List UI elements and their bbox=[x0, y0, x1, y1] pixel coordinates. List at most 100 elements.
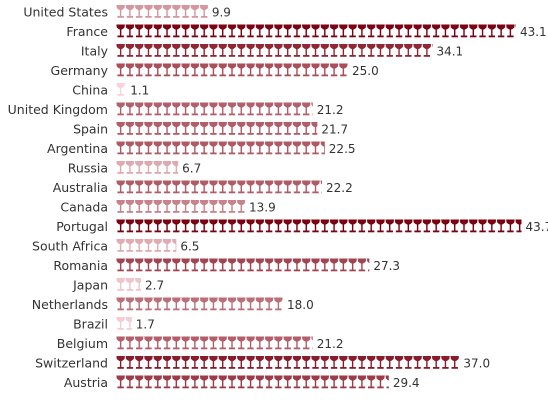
wine-glass-icon bbox=[190, 122, 200, 135]
value-label: 6.5 bbox=[180, 240, 199, 254]
wine-glass-icon bbox=[172, 375, 181, 389]
wine-glass-icon bbox=[199, 375, 209, 389]
bar bbox=[116, 258, 370, 272]
wine-glass-icon bbox=[255, 141, 265, 155]
wine-glass-icon bbox=[190, 375, 200, 389]
wine-glass-icon bbox=[116, 83, 125, 96]
wine-glass-icon bbox=[116, 317, 125, 330]
wine-glass-icon bbox=[264, 24, 274, 38]
wine-glass-icon bbox=[348, 44, 357, 57]
wine-glass-icon bbox=[218, 180, 227, 194]
wine-glass-icon bbox=[255, 180, 265, 194]
wine-glass-icon bbox=[134, 375, 144, 389]
wine-glass-icon bbox=[311, 44, 320, 57]
wine-glass-icon bbox=[199, 102, 209, 116]
wine-glass-icon bbox=[301, 180, 311, 194]
wine-glass-icon bbox=[246, 63, 255, 77]
category-label: Argentina bbox=[47, 141, 108, 156]
wine-glass-icon bbox=[311, 122, 318, 135]
wine-glass-icon bbox=[116, 200, 125, 213]
wine-glass-icon bbox=[264, 336, 274, 350]
bar-row: Argentina 22.5 bbox=[47, 141, 356, 156]
wine-glass-icon bbox=[264, 180, 274, 194]
wine-glass-icon bbox=[264, 122, 274, 135]
wine-glass-icon bbox=[134, 200, 144, 213]
bar-row: Japan 2.7 bbox=[72, 278, 164, 293]
wine-glass-icon bbox=[181, 180, 190, 194]
wine-glass-icon bbox=[366, 258, 370, 272]
bar-row: Belgium 21.2 bbox=[57, 336, 344, 351]
wine-glass-icon bbox=[274, 219, 283, 233]
wine-glass-icon bbox=[162, 180, 172, 194]
wine-glass-icon bbox=[413, 24, 422, 38]
bar bbox=[116, 180, 323, 194]
wine-glass-icon bbox=[301, 63, 311, 77]
wine-glass-icon bbox=[339, 356, 348, 369]
wine-glass-icon bbox=[237, 44, 246, 57]
wine-glass-icon bbox=[311, 180, 320, 194]
wine-glass-icon bbox=[218, 44, 227, 57]
wine-glass-icon bbox=[255, 102, 265, 116]
wine-glass-icon bbox=[246, 44, 255, 57]
wine-glass-icon bbox=[255, 219, 265, 233]
wine-glass-icon bbox=[376, 44, 385, 57]
category-label: Switzerland bbox=[35, 356, 108, 371]
wine-glass-icon bbox=[162, 122, 172, 135]
wine-glass-icon bbox=[172, 5, 181, 18]
wine-glass-icon bbox=[134, 63, 144, 77]
wine-glass-icon bbox=[134, 122, 144, 135]
wine-glass-icon bbox=[218, 102, 227, 116]
wine-glass-icon bbox=[144, 219, 153, 233]
wine-glass-icon bbox=[292, 44, 302, 57]
wine-glass-icon bbox=[283, 102, 292, 116]
wine-glass-icon bbox=[209, 297, 218, 311]
wine-glass-icon bbox=[218, 24, 227, 38]
wine-glass-icon bbox=[237, 336, 246, 350]
wine-glass-icon bbox=[237, 180, 246, 194]
wine-glass-icon bbox=[209, 63, 218, 77]
wine-glass-icon bbox=[172, 122, 181, 135]
wine-glass-icon bbox=[181, 258, 190, 272]
wine-glass-icon bbox=[339, 258, 348, 272]
wine-glass-icon bbox=[311, 102, 313, 116]
wine-glass-icon bbox=[125, 375, 135, 389]
wine-glass-icon bbox=[125, 5, 135, 18]
wine-glass-icon bbox=[283, 141, 292, 155]
wine-glass-icon bbox=[237, 375, 246, 389]
wine-glass-icon bbox=[404, 356, 413, 369]
wine-glass-icon bbox=[264, 44, 274, 57]
wine-glass-icon bbox=[199, 63, 209, 77]
wine-glass-icon bbox=[125, 180, 135, 194]
wine-glass-icon bbox=[506, 24, 515, 38]
wine-glass-icon bbox=[199, 141, 209, 155]
wine-glass-icon bbox=[274, 336, 283, 350]
wine-glass-icon bbox=[144, 24, 153, 38]
wine-glass-icon bbox=[366, 356, 376, 369]
wine-glass-icon bbox=[116, 161, 125, 174]
bar bbox=[116, 63, 348, 77]
wine-glass-icon bbox=[320, 24, 330, 38]
wine-glass-icon bbox=[153, 5, 163, 18]
bar bbox=[116, 200, 245, 213]
wine-glass-icon bbox=[301, 44, 311, 57]
wine-glass-icon bbox=[144, 161, 153, 174]
wine-glass-icon bbox=[283, 180, 292, 194]
value-label: 22.2 bbox=[326, 181, 353, 195]
wine-glass-icon bbox=[292, 63, 302, 77]
wine-glass-icon bbox=[190, 44, 200, 57]
wine-glass-icon bbox=[357, 258, 367, 272]
wine-glass-icon bbox=[162, 24, 172, 38]
wine-glass-icon bbox=[181, 24, 190, 38]
wine-glass-icon bbox=[255, 122, 265, 135]
wine-glass-icon bbox=[376, 219, 385, 233]
wine-glass-icon bbox=[125, 278, 135, 291]
wine-glass-icon bbox=[329, 44, 339, 57]
wine-glass-icon bbox=[218, 219, 227, 233]
wine-glass-icon bbox=[153, 336, 163, 350]
value-label: 1.1 bbox=[130, 84, 149, 98]
wine-glass-icon bbox=[515, 219, 522, 233]
wine-glass-icon bbox=[172, 63, 181, 77]
wine-glass-icon bbox=[153, 122, 163, 135]
bar-row: Canada 13.9 bbox=[60, 200, 275, 215]
wine-glass-icon bbox=[329, 258, 339, 272]
